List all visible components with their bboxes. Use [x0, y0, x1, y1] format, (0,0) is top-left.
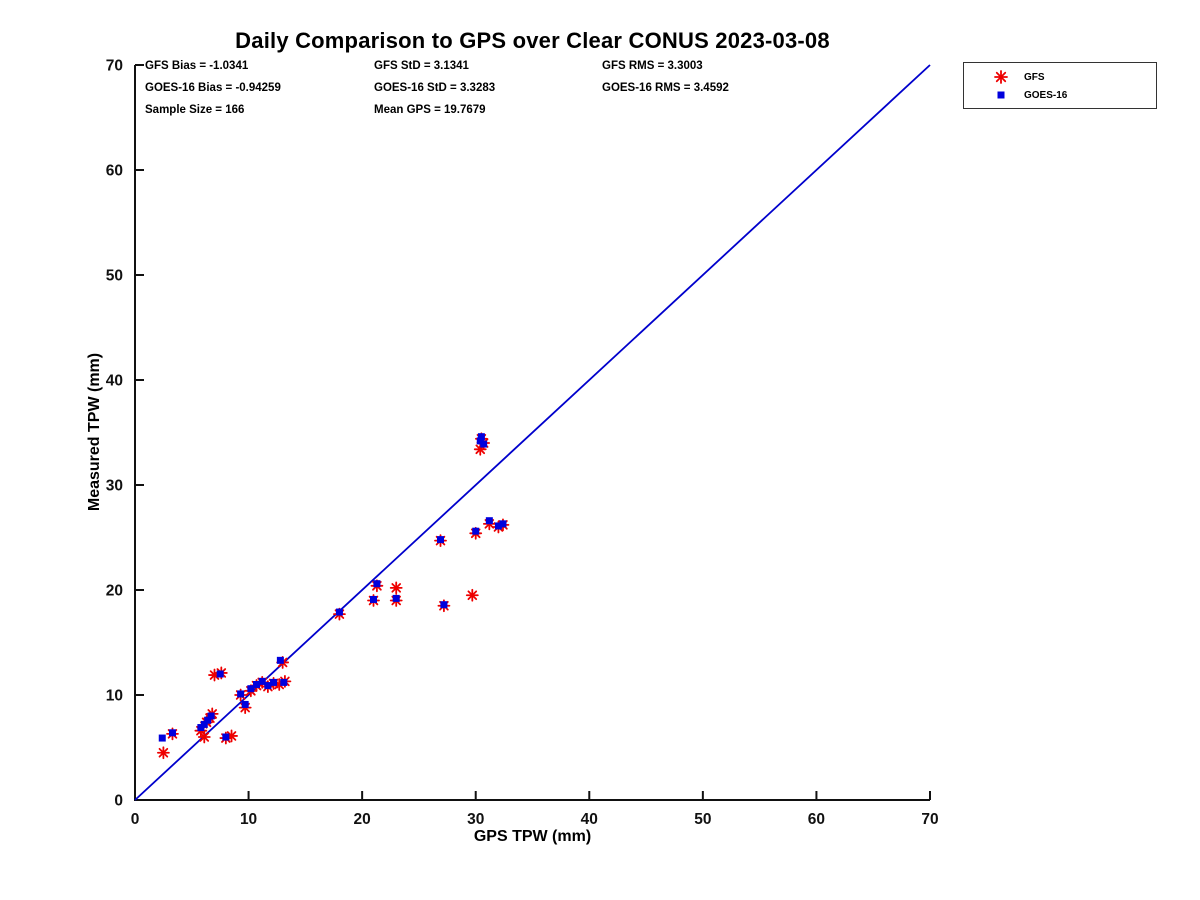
svg-text:30: 30: [467, 811, 484, 828]
svg-text:20: 20: [106, 583, 123, 600]
y-axis-label: Measured TPW (mm): [86, 352, 103, 512]
svg-text:20: 20: [354, 811, 371, 828]
svg-text:50: 50: [106, 268, 123, 285]
goes16-square-marker-icon: [997, 91, 1005, 99]
x-axis-label: GPS TPW (mm): [473, 828, 592, 845]
svg-text:50: 50: [694, 811, 711, 828]
stat-gfs-std: GFS StD = 3.1341: [374, 60, 469, 72]
legend-item-goes16: GOES-16: [964, 86, 1156, 104]
svg-text:60: 60: [808, 811, 825, 828]
chart-title: Daily Comparison to GPS over Clear CONUS…: [235, 28, 830, 53]
stat-gfs-rms: GFS RMS = 3.3003: [602, 60, 703, 72]
stat-gfs-bias: GFS Bias = -1.0341: [145, 60, 249, 72]
svg-text:0: 0: [131, 811, 140, 828]
svg-text:10: 10: [106, 688, 123, 705]
svg-text:40: 40: [581, 811, 598, 828]
legend-label-goes16: GOES-16: [1024, 89, 1068, 101]
svg-text:10: 10: [240, 811, 257, 828]
svg-text:70: 70: [106, 58, 123, 75]
legend-item-gfs: GFS: [964, 68, 1156, 86]
svg-text:60: 60: [106, 163, 123, 180]
legend: GFS GOES-16: [963, 62, 1157, 109]
stat-goes16-bias: GOES-16 Bias = -0.94259: [145, 82, 281, 94]
gfs-asterisk-marker-icon: [994, 70, 1008, 84]
svg-text:0: 0: [114, 793, 123, 810]
legend-label-gfs: GFS: [1024, 71, 1045, 83]
stat-goes16-rms: GOES-16 RMS = 3.4592: [602, 82, 729, 94]
svg-text:70: 70: [921, 811, 938, 828]
svg-text:40: 40: [106, 373, 123, 390]
stat-sample-size: Sample Size = 166: [145, 104, 245, 116]
stat-goes16-std: GOES-16 StD = 3.3283: [374, 82, 496, 94]
stat-mean-gps: Mean GPS = 19.7679: [374, 104, 486, 116]
svg-text:30: 30: [106, 478, 123, 495]
